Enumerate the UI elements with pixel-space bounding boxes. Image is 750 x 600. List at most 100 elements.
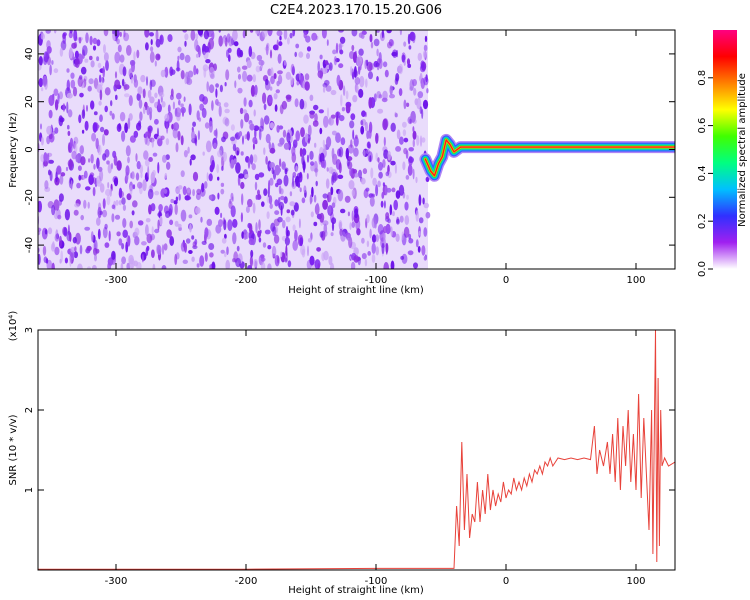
noise-blob bbox=[369, 34, 373, 43]
noise-blob bbox=[375, 246, 379, 256]
noise-blob bbox=[150, 79, 156, 87]
noise-blob bbox=[415, 239, 419, 248]
noise-blob bbox=[216, 101, 221, 107]
noise-blob bbox=[406, 58, 411, 66]
noise-blob bbox=[309, 255, 315, 266]
noise-blob bbox=[320, 160, 325, 168]
noise-blob bbox=[140, 74, 146, 83]
noise-blob bbox=[408, 156, 414, 163]
noise-blob bbox=[98, 100, 102, 106]
noise-blob bbox=[111, 113, 115, 120]
noise-blob bbox=[385, 171, 390, 177]
noise-blob bbox=[255, 65, 261, 73]
noise-blob bbox=[375, 62, 380, 67]
noise-blob bbox=[115, 94, 118, 100]
noise-blob bbox=[87, 201, 90, 209]
noise-blob bbox=[402, 129, 407, 137]
noise-blob bbox=[121, 130, 126, 142]
noise-blob bbox=[403, 41, 407, 47]
noise-blob bbox=[164, 172, 168, 179]
noise-blob bbox=[150, 46, 154, 52]
noise-blob bbox=[249, 123, 255, 131]
noise-blob bbox=[64, 209, 70, 221]
noise-blob bbox=[136, 49, 140, 59]
noise-blob bbox=[215, 88, 218, 98]
noise-blob bbox=[154, 228, 160, 234]
noise-blob bbox=[338, 115, 345, 122]
noise-blob bbox=[54, 127, 59, 134]
noise-blob bbox=[299, 237, 304, 247]
noise-blob bbox=[276, 39, 279, 51]
noise-blob bbox=[160, 69, 166, 78]
noise-blob bbox=[269, 162, 275, 169]
noise-blob bbox=[88, 174, 94, 186]
noise-blob bbox=[277, 216, 283, 223]
noise-blob bbox=[133, 74, 137, 83]
noise-blob bbox=[398, 184, 405, 196]
noise-blob bbox=[244, 112, 250, 123]
noise-blob bbox=[88, 158, 91, 163]
y-tick-label: 1 bbox=[24, 487, 35, 493]
noise-blob bbox=[89, 35, 93, 46]
noise-blob bbox=[167, 34, 173, 43]
noise-blob bbox=[328, 62, 333, 71]
noise-blob bbox=[389, 85, 393, 95]
noise-blob bbox=[274, 199, 279, 207]
noise-blob bbox=[40, 154, 45, 163]
noise-blob bbox=[96, 157, 100, 170]
noise-blob bbox=[395, 233, 400, 242]
noise-blob bbox=[182, 108, 184, 117]
noise-blob bbox=[381, 30, 384, 39]
noise-blob bbox=[304, 73, 310, 81]
noise-blob bbox=[205, 140, 212, 153]
noise-blob bbox=[140, 172, 143, 179]
noise-blob bbox=[396, 129, 401, 140]
noise-blob bbox=[121, 78, 125, 87]
colorbar-label: Normalized spectral amplitude bbox=[737, 73, 748, 227]
noise-blob bbox=[416, 135, 420, 146]
noise-blob bbox=[121, 197, 126, 205]
noise-blob bbox=[92, 264, 97, 269]
noise-blob bbox=[404, 215, 410, 226]
noise-blob bbox=[49, 170, 53, 182]
noise-blob bbox=[339, 36, 346, 44]
noise-blob bbox=[55, 229, 59, 240]
noise-blob bbox=[138, 99, 143, 109]
noise-blob bbox=[188, 214, 193, 219]
noise-blob bbox=[368, 71, 373, 80]
noise-blob bbox=[46, 46, 52, 54]
noise-blob bbox=[169, 219, 174, 226]
noise-blob bbox=[378, 58, 383, 70]
noise-blob bbox=[88, 78, 94, 85]
noise-blob bbox=[154, 118, 159, 125]
noise-blob bbox=[325, 85, 332, 92]
noise-blob bbox=[190, 154, 196, 161]
noise-blob bbox=[287, 37, 290, 45]
noise-blob bbox=[196, 110, 200, 121]
noise-blob bbox=[306, 154, 310, 163]
noise-blob bbox=[211, 100, 214, 111]
noise-blob bbox=[353, 255, 360, 263]
noise-blob bbox=[425, 211, 431, 219]
noise-blob bbox=[237, 66, 241, 73]
noise-blob bbox=[79, 92, 84, 98]
noise-blob bbox=[218, 35, 223, 47]
noise-blob bbox=[66, 92, 73, 99]
noise-blob bbox=[102, 133, 105, 146]
noise-blob bbox=[423, 227, 428, 237]
noise-blob bbox=[56, 165, 62, 175]
noise-blob bbox=[352, 51, 358, 64]
noise-blob bbox=[289, 32, 293, 39]
noise-blob bbox=[136, 262, 142, 269]
noise-blob bbox=[205, 59, 211, 64]
noise-blob bbox=[262, 242, 267, 248]
noise-blob bbox=[69, 137, 74, 149]
noise-blob bbox=[244, 134, 247, 140]
noise-blob bbox=[418, 194, 422, 206]
noise-blob bbox=[248, 237, 254, 246]
noise-blob bbox=[38, 56, 43, 66]
noise-blob bbox=[55, 171, 58, 183]
noise-blob bbox=[58, 193, 64, 202]
noise-blob bbox=[208, 38, 215, 50]
noise-blob bbox=[119, 111, 126, 122]
